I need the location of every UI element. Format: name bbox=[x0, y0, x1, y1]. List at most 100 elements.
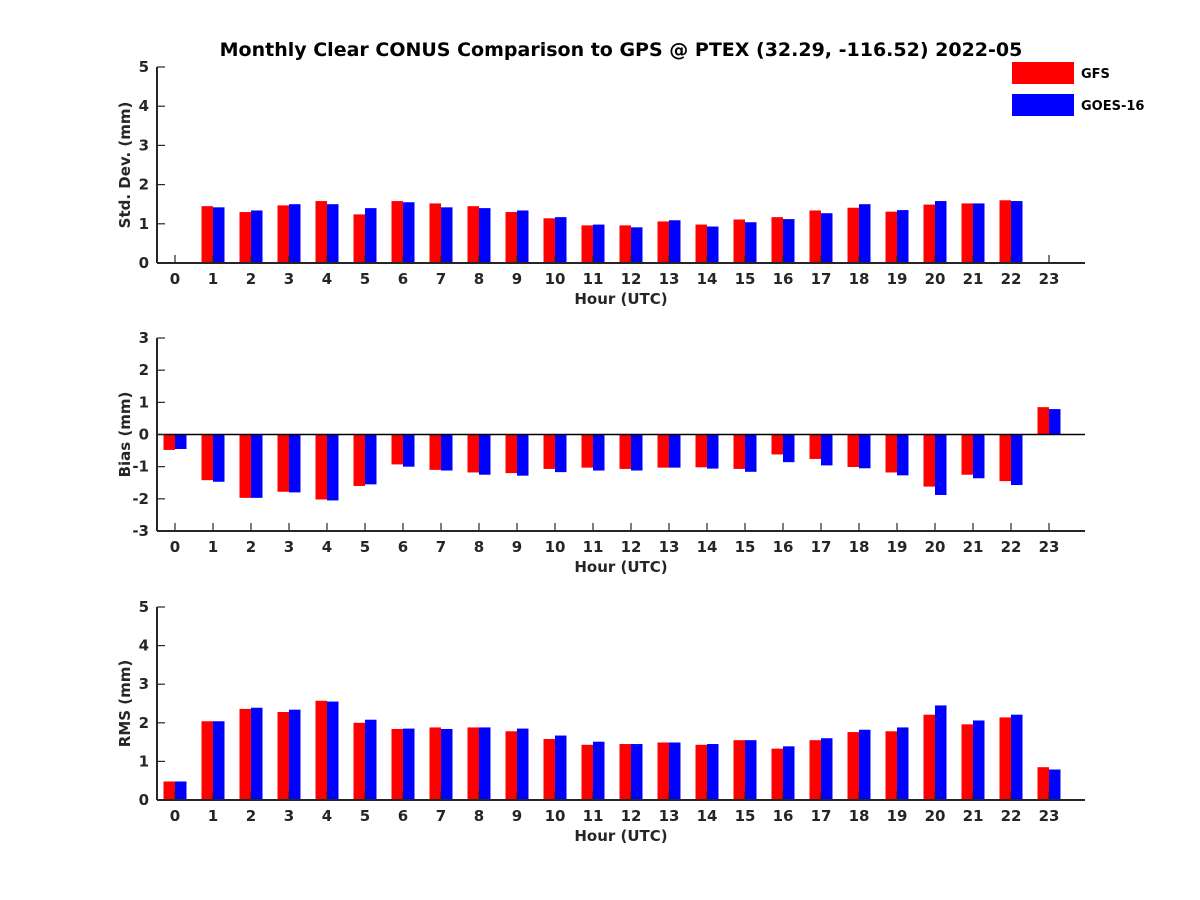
x-tick-label: 8 bbox=[474, 270, 484, 288]
bar-goes-16-hour-11 bbox=[593, 434, 605, 471]
x-tick-label: 6 bbox=[398, 538, 408, 556]
x-tick-label: 10 bbox=[545, 538, 566, 556]
bar-goes-16-hour-3 bbox=[289, 204, 301, 263]
bar-goes-16-hour-0 bbox=[175, 434, 187, 449]
x-axis-label: Hour (UTC) bbox=[574, 827, 667, 845]
bar-gfs-hour-2 bbox=[239, 708, 251, 800]
x-tick-label: 4 bbox=[322, 538, 332, 556]
x-tick-label: 19 bbox=[887, 270, 908, 288]
bar-gfs-hour-12 bbox=[619, 744, 631, 800]
x-tick-label: 10 bbox=[545, 807, 566, 825]
legend: GFS GOES-16 bbox=[1012, 62, 1144, 116]
bar-goes-16-hour-3 bbox=[289, 434, 301, 493]
bar-goes-16-hour-8 bbox=[479, 208, 491, 263]
bar-gfs-hour-17 bbox=[809, 740, 821, 800]
bar-gfs-hour-0 bbox=[163, 781, 175, 800]
bar-goes-16-hour-19 bbox=[897, 434, 909, 476]
x-tick-label: 21 bbox=[963, 270, 984, 288]
bar-gfs-hour-4 bbox=[315, 700, 327, 800]
bar-gfs-hour-15 bbox=[733, 434, 745, 469]
x-tick-label: 7 bbox=[436, 538, 446, 556]
x-tick-label: 14 bbox=[697, 270, 718, 288]
x-tick-label: 13 bbox=[659, 538, 680, 556]
x-tick-label: 8 bbox=[474, 807, 484, 825]
y-tick-label: 1 bbox=[139, 393, 149, 411]
bar-gfs-hour-11 bbox=[581, 434, 593, 468]
bar-gfs-hour-7 bbox=[429, 203, 441, 263]
x-tick-label: 9 bbox=[512, 807, 522, 825]
x-axis-label: Hour (UTC) bbox=[574, 290, 667, 308]
x-tick-label: 18 bbox=[849, 270, 870, 288]
bar-gfs-hour-1 bbox=[201, 434, 213, 481]
bar-gfs-hour-15 bbox=[733, 740, 745, 800]
x-tick-label: 9 bbox=[512, 270, 522, 288]
x-tick-label: 17 bbox=[811, 270, 832, 288]
bar-goes-16-hour-17 bbox=[821, 434, 833, 466]
y-tick-label: 4 bbox=[139, 97, 149, 115]
bar-goes-16-hour-10 bbox=[555, 434, 567, 473]
x-tick-label: 12 bbox=[621, 538, 642, 556]
x-tick-label: 2 bbox=[246, 270, 256, 288]
bar-goes-16-hour-4 bbox=[327, 701, 339, 800]
bar-gfs-hour-14 bbox=[695, 744, 707, 800]
bar-goes-16-hour-23 bbox=[1049, 409, 1061, 435]
bar-goes-16-hour-8 bbox=[479, 727, 491, 800]
bar-goes-16-hour-14 bbox=[707, 744, 719, 800]
bar-goes-16-hour-10 bbox=[555, 735, 567, 800]
bar-gfs-hour-10 bbox=[543, 434, 555, 469]
bar-goes-16-hour-15 bbox=[745, 740, 757, 800]
bar-gfs-hour-12 bbox=[619, 225, 631, 263]
x-tick-label: 6 bbox=[398, 270, 408, 288]
bar-gfs-hour-7 bbox=[429, 434, 441, 470]
y-axis-label: RMS (mm) bbox=[116, 660, 134, 747]
bar-gfs-hour-10 bbox=[543, 218, 555, 263]
y-tick-label: 0 bbox=[139, 254, 149, 272]
bar-goes-16-hour-18 bbox=[859, 434, 871, 469]
x-tick-label: 20 bbox=[925, 807, 946, 825]
bar-goes-16-hour-2 bbox=[251, 434, 263, 498]
x-tick-label: 18 bbox=[849, 807, 870, 825]
bar-goes-16-hour-15 bbox=[745, 222, 757, 263]
y-axis-label: Std. Dev. (mm) bbox=[116, 102, 134, 229]
bar-gfs-hour-3 bbox=[277, 434, 289, 492]
x-tick-label: 0 bbox=[170, 270, 180, 288]
x-tick-label: 8 bbox=[474, 538, 484, 556]
y-tick-label: 2 bbox=[139, 361, 149, 379]
y-tick-label: 2 bbox=[139, 176, 149, 194]
bar-gfs-hour-1 bbox=[201, 721, 213, 800]
x-tick-label: 18 bbox=[849, 538, 870, 556]
bar-goes-16-hour-21 bbox=[973, 720, 985, 800]
x-tick-label: 13 bbox=[659, 270, 680, 288]
bar-gfs-hour-0 bbox=[163, 434, 175, 450]
y-tick-label: 0 bbox=[139, 426, 149, 444]
bar-goes-16-hour-17 bbox=[821, 738, 833, 800]
bar-gfs-hour-13 bbox=[657, 742, 669, 800]
bar-gfs-hour-16 bbox=[771, 748, 783, 800]
bar-gfs-hour-4 bbox=[315, 201, 327, 263]
bar-gfs-hour-9 bbox=[505, 212, 517, 263]
bar-gfs-hour-7 bbox=[429, 727, 441, 800]
bar-goes-16-hour-5 bbox=[365, 719, 377, 800]
y-tick-label: 4 bbox=[139, 637, 149, 655]
bar-gfs-hour-19 bbox=[885, 731, 897, 800]
bar-goes-16-hour-20 bbox=[935, 434, 947, 495]
legend-label-gfs: GFS bbox=[1081, 67, 1110, 82]
bar-gfs-hour-21 bbox=[961, 203, 973, 263]
x-tick-label: 22 bbox=[1001, 538, 1022, 556]
bar-goes-16-hour-9 bbox=[517, 728, 529, 800]
bar-gfs-hour-3 bbox=[277, 711, 289, 800]
bar-gfs-hour-12 bbox=[619, 434, 631, 469]
bar-gfs-hour-11 bbox=[581, 225, 593, 263]
y-tick-label: -3 bbox=[132, 522, 149, 540]
y-tick-label: 3 bbox=[139, 136, 149, 154]
x-tick-label: 23 bbox=[1039, 807, 1060, 825]
bar-goes-16-hour-17 bbox=[821, 213, 833, 263]
bar-goes-16-hour-14 bbox=[707, 226, 719, 263]
x-tick-label: 11 bbox=[583, 807, 604, 825]
bar-gfs-hour-2 bbox=[239, 434, 251, 498]
bar-gfs-hour-23 bbox=[1037, 407, 1049, 435]
bar-goes-16-hour-13 bbox=[669, 434, 681, 468]
